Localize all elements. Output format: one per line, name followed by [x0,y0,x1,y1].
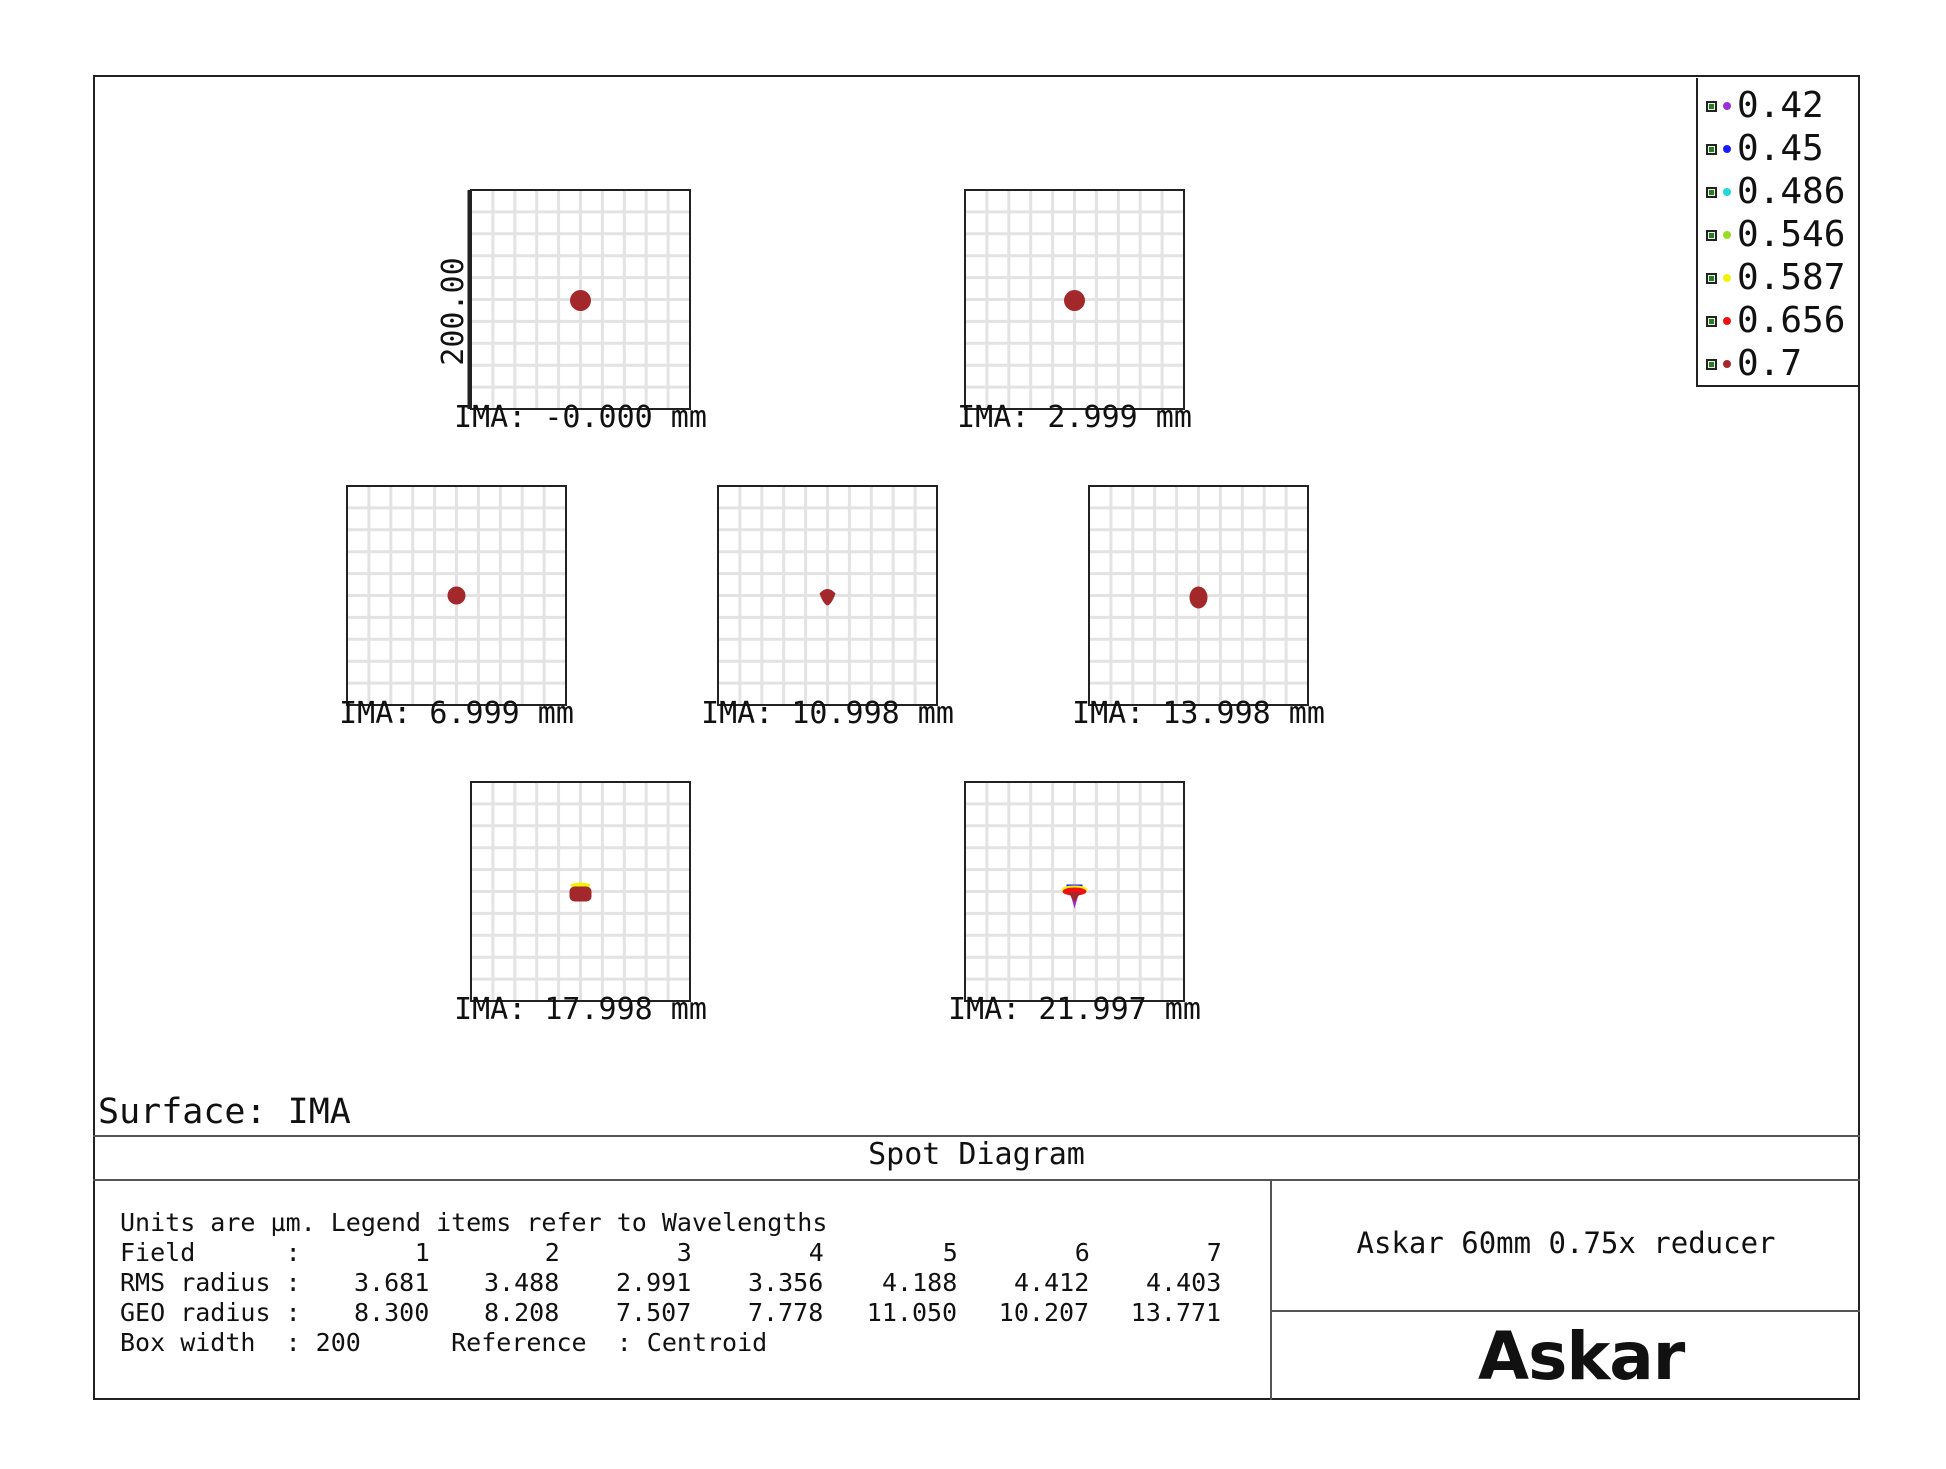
title-divider-top [93,1135,1860,1137]
wavelength-dot-icon [1723,145,1731,153]
spot-pattern [1068,892,1081,903]
field-label: IMA: 6.999 mm [339,696,574,731]
legend-item: 0.42 [1698,86,1824,126]
surface-label: Surface: IMA [98,1092,351,1132]
legend-label: 0.486 [1737,171,1846,212]
spot-box: IMA: 2.999 mm [957,189,1192,435]
units-line: Units are µm. Legend items refer to Wave… [120,1208,828,1237]
table-cell: 2 [544,1238,560,1267]
legend-item: 0.587 [1698,258,1845,298]
scale-label: 200.00 [436,257,471,365]
wavelength-dot-icon [1723,102,1731,110]
table-cell: 7 [1206,1238,1222,1267]
legend-label: 0.45 [1737,128,1824,169]
table-cell: 3.356 [748,1268,824,1297]
table-cell: 4.188 [882,1268,958,1297]
table-cell: 3.681 [354,1268,430,1297]
spot-box: IMA: -0.000 mm 200.00 [436,189,707,435]
rms-label: RMS radius : [120,1268,301,1297]
table-cell: 2.991 [616,1268,692,1297]
table-cell: 6 [1074,1238,1090,1267]
legend-item: 0.45 [1698,129,1824,169]
spot-box-border [1088,485,1309,706]
spot-box: IMA: 6.999 mm [339,485,574,731]
table-cell: 4.403 [1146,1268,1222,1297]
field-label: IMA: -0.000 mm [454,400,707,435]
spot-pattern [1064,290,1085,311]
legend-label: 0.42 [1737,85,1824,126]
table-cell: 4.412 [1014,1268,1090,1297]
field-label: IMA: 2.999 mm [957,400,1192,435]
spot-box-border [964,189,1185,410]
legend-item: 0.546 [1698,215,1845,255]
field-label: IMA: 17.998 mm [454,992,707,1027]
wavelength-dot-icon [1723,317,1731,325]
field-label: IMA: 10.998 mm [701,696,954,731]
field-label: IMA: 13.998 mm [1072,696,1325,731]
spot-pattern [447,586,466,605]
box-width-line: Box width : 200 Reference : Centroid [120,1328,768,1357]
spot-box-border [964,781,1185,1002]
checkbox-icon [1706,143,1717,155]
wavelength-legend: 0.42 0.45 0.486 0.546 0.587 0.656 0.7 [1696,78,1858,387]
project-name: Askar 60mm 0.75x reducer [1356,1226,1776,1260]
title-divider-bottom [93,1179,1860,1181]
askar-logo: Askar [1478,1318,1685,1395]
table-cell: 1 [414,1238,430,1267]
legend-item: 0.486 [1698,172,1845,212]
table-cell: 5 [942,1238,958,1267]
legend-label: 0.656 [1737,300,1846,341]
wavelength-dot-icon [1723,231,1731,239]
table-cell: 7.507 [616,1298,692,1327]
table-cell: 8.300 [354,1298,430,1327]
diagram-title: Spot Diagram [868,1137,1085,1172]
table-cell: 10.207 [998,1298,1090,1327]
spot-box-border [717,485,938,706]
spot-box-border [470,781,691,1002]
table-cell: 7.778 [748,1298,824,1327]
table-cell: 11.050 [866,1298,958,1327]
legend-item: 0.656 [1698,301,1845,341]
wavelength-dot-icon [1723,188,1731,196]
project-divider [1272,1310,1860,1312]
wavelength-dot-icon [1723,274,1731,282]
table-cell: 4 [808,1238,824,1267]
spot-box-border [470,189,691,410]
legend-label: 0.546 [1737,214,1846,255]
geo-label: GEO radius : [120,1298,301,1327]
legend-label: 0.7 [1737,343,1803,384]
spot-box: IMA: 13.998 mm [1072,485,1325,731]
spot-box: IMA: 10.998 mm [701,485,954,731]
info-divider [1270,1179,1272,1400]
checkbox-icon [1706,186,1717,198]
checkbox-icon [1706,358,1717,370]
spot-pattern [1189,586,1208,609]
table-cell: 3 [676,1238,692,1267]
spot-pattern [819,589,836,606]
table-cell: 8.208 [484,1298,560,1327]
spot-box: IMA: 17.998 mm [454,781,707,1027]
checkbox-icon [1706,315,1717,327]
wavelength-dot-icon [1723,360,1731,368]
spot-pattern-red [1062,887,1087,896]
spot-pattern [570,290,591,311]
checkbox-icon [1706,229,1717,241]
field-label: Field : [120,1238,301,1267]
table-cell: 13.771 [1130,1298,1222,1327]
legend-label: 0.587 [1737,257,1846,298]
spot-box-border [346,485,567,706]
table-cell: 3.488 [484,1268,560,1297]
checkbox-icon [1706,100,1717,112]
spot-pattern [569,886,592,902]
plot-frame [93,75,1860,1400]
field-label: IMA: 21.997 mm [948,992,1201,1027]
spot-box: IMA: 21.997 mm [948,781,1201,1027]
checkbox-icon [1706,272,1717,284]
legend-item: 0.7 [1698,344,1802,384]
